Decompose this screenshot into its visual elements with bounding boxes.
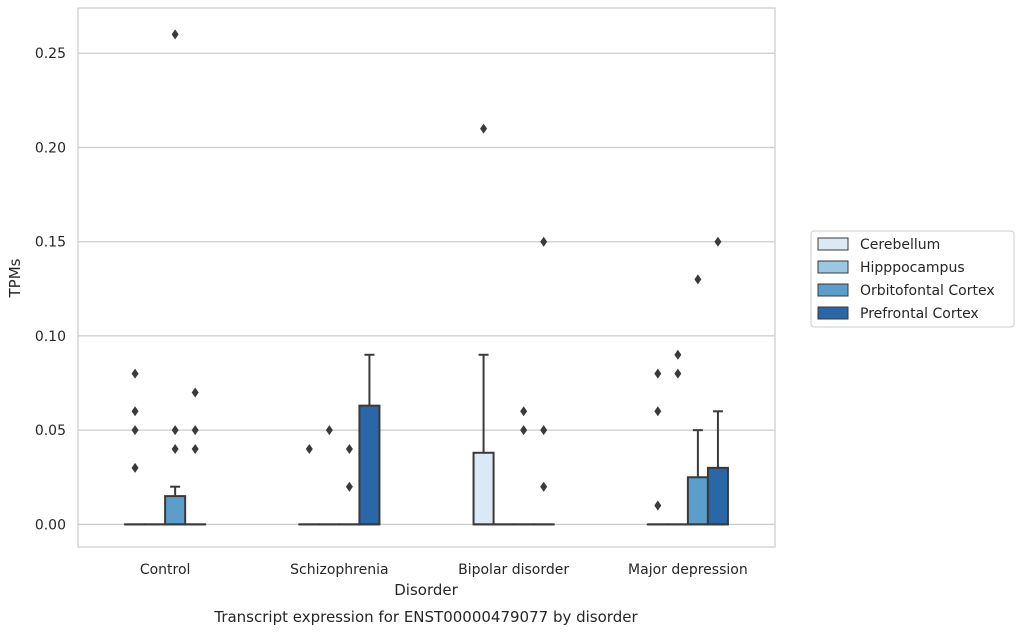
outlier-point (674, 368, 682, 379)
legend-swatch (817, 260, 849, 274)
legend-swatch (817, 283, 849, 297)
outlier-point (714, 236, 722, 247)
legend-label: Cerebellum (860, 237, 940, 253)
x-tick-label: Bipolar disorder (458, 562, 569, 578)
outlier-point (345, 444, 353, 454)
outlier-point (520, 406, 528, 417)
box-body (472, 451, 495, 526)
legend-swatch (817, 306, 849, 320)
outlier-point (171, 425, 179, 436)
outlier-point (171, 444, 179, 454)
box-orbitofontal-cortex-control (164, 29, 187, 526)
legend-item-cerebellum: Cerebellum (817, 237, 940, 253)
y-tick-label: 0.20 (35, 140, 66, 156)
box-prefrontal-cortex-bipolar-disorder (532, 236, 555, 526)
y-tick-label: 0.10 (35, 329, 66, 345)
outlier-point (131, 425, 139, 436)
y-tick-label: 0.05 (35, 423, 66, 439)
box-body (686, 476, 709, 526)
outlier-point (654, 406, 662, 417)
legend-item-hipppocampus: Hipppocampus (817, 260, 965, 276)
y-axis-label: TPMs (6, 258, 24, 298)
x-axis-label: Disorder (394, 581, 458, 599)
legend: Cerebellum Hipppocampus Orbitofontal Corte… (810, 230, 1015, 328)
y-tick-labels: 0.00 0.05 0.10 0.15 0.20 0.25 (35, 46, 66, 533)
outlier-point (325, 425, 333, 436)
y-tick-label: 0.00 (35, 517, 66, 533)
box-body (706, 466, 729, 526)
boxes (124, 29, 729, 526)
outlier-point (191, 387, 199, 398)
outlier-point (540, 236, 548, 247)
x-tick-label: Control (140, 562, 191, 578)
box-cerebellum-control (124, 368, 147, 526)
chart-caption: Transcript expression for ENST0000047907… (213, 608, 638, 626)
outlier-point (345, 481, 353, 492)
plot-frame (77, 7, 776, 548)
plot-area (78, 8, 775, 547)
legend-label: Hipppocampus (860, 260, 965, 276)
outlier-point (540, 481, 548, 492)
x-tick-label: Major depression (628, 562, 748, 578)
box-orbitofontal-cortex-bipolar-disorder (512, 406, 535, 526)
box-prefrontal-cortex-schizophrenia (358, 353, 381, 526)
outlier-point (131, 462, 139, 473)
box-prefrontal-cortex-control (184, 387, 207, 526)
legend-swatch (817, 237, 849, 251)
outlier-point (191, 444, 199, 454)
outlier-point (520, 425, 528, 436)
outlier-point (171, 29, 179, 40)
outlier-point (305, 444, 313, 454)
box-hipppocampus-schizophrenia (318, 425, 341, 526)
outlier-point (131, 406, 139, 417)
box-body (164, 495, 187, 526)
legend-item-orbitofontal-cortex: Orbitofontal Cortex (817, 283, 995, 299)
box-prefrontal-cortex-major-depression (706, 236, 729, 526)
legend-label: Prefrontal Cortex (860, 306, 979, 322)
legend-item-prefrontal-cortex: Prefrontal Cortex (817, 306, 979, 322)
outlier-point (654, 368, 662, 379)
x-tick-labels: Control Schizophrenia Bipolar disorder Majo… (140, 562, 748, 578)
outlier-point (654, 500, 662, 511)
x-tick-label: Schizophrenia (290, 562, 388, 578)
outlier-point (131, 368, 139, 379)
box-body (358, 404, 381, 526)
legend-frame (810, 230, 1015, 328)
legend-label: Orbitofontal Cortex (860, 283, 995, 299)
y-tick-label: 0.25 (35, 46, 66, 62)
outlier-point (694, 274, 702, 285)
box-cerebellum-major-depression (646, 368, 669, 526)
outlier-point (674, 349, 682, 360)
outlier-point (191, 425, 199, 436)
outlier-point (480, 123, 488, 134)
y-tick-label: 0.15 (35, 235, 66, 251)
box-hipppocampus-major-depression (666, 349, 689, 526)
box-cerebellum-bipolar-disorder (472, 123, 495, 526)
outlier-point (540, 425, 548, 436)
